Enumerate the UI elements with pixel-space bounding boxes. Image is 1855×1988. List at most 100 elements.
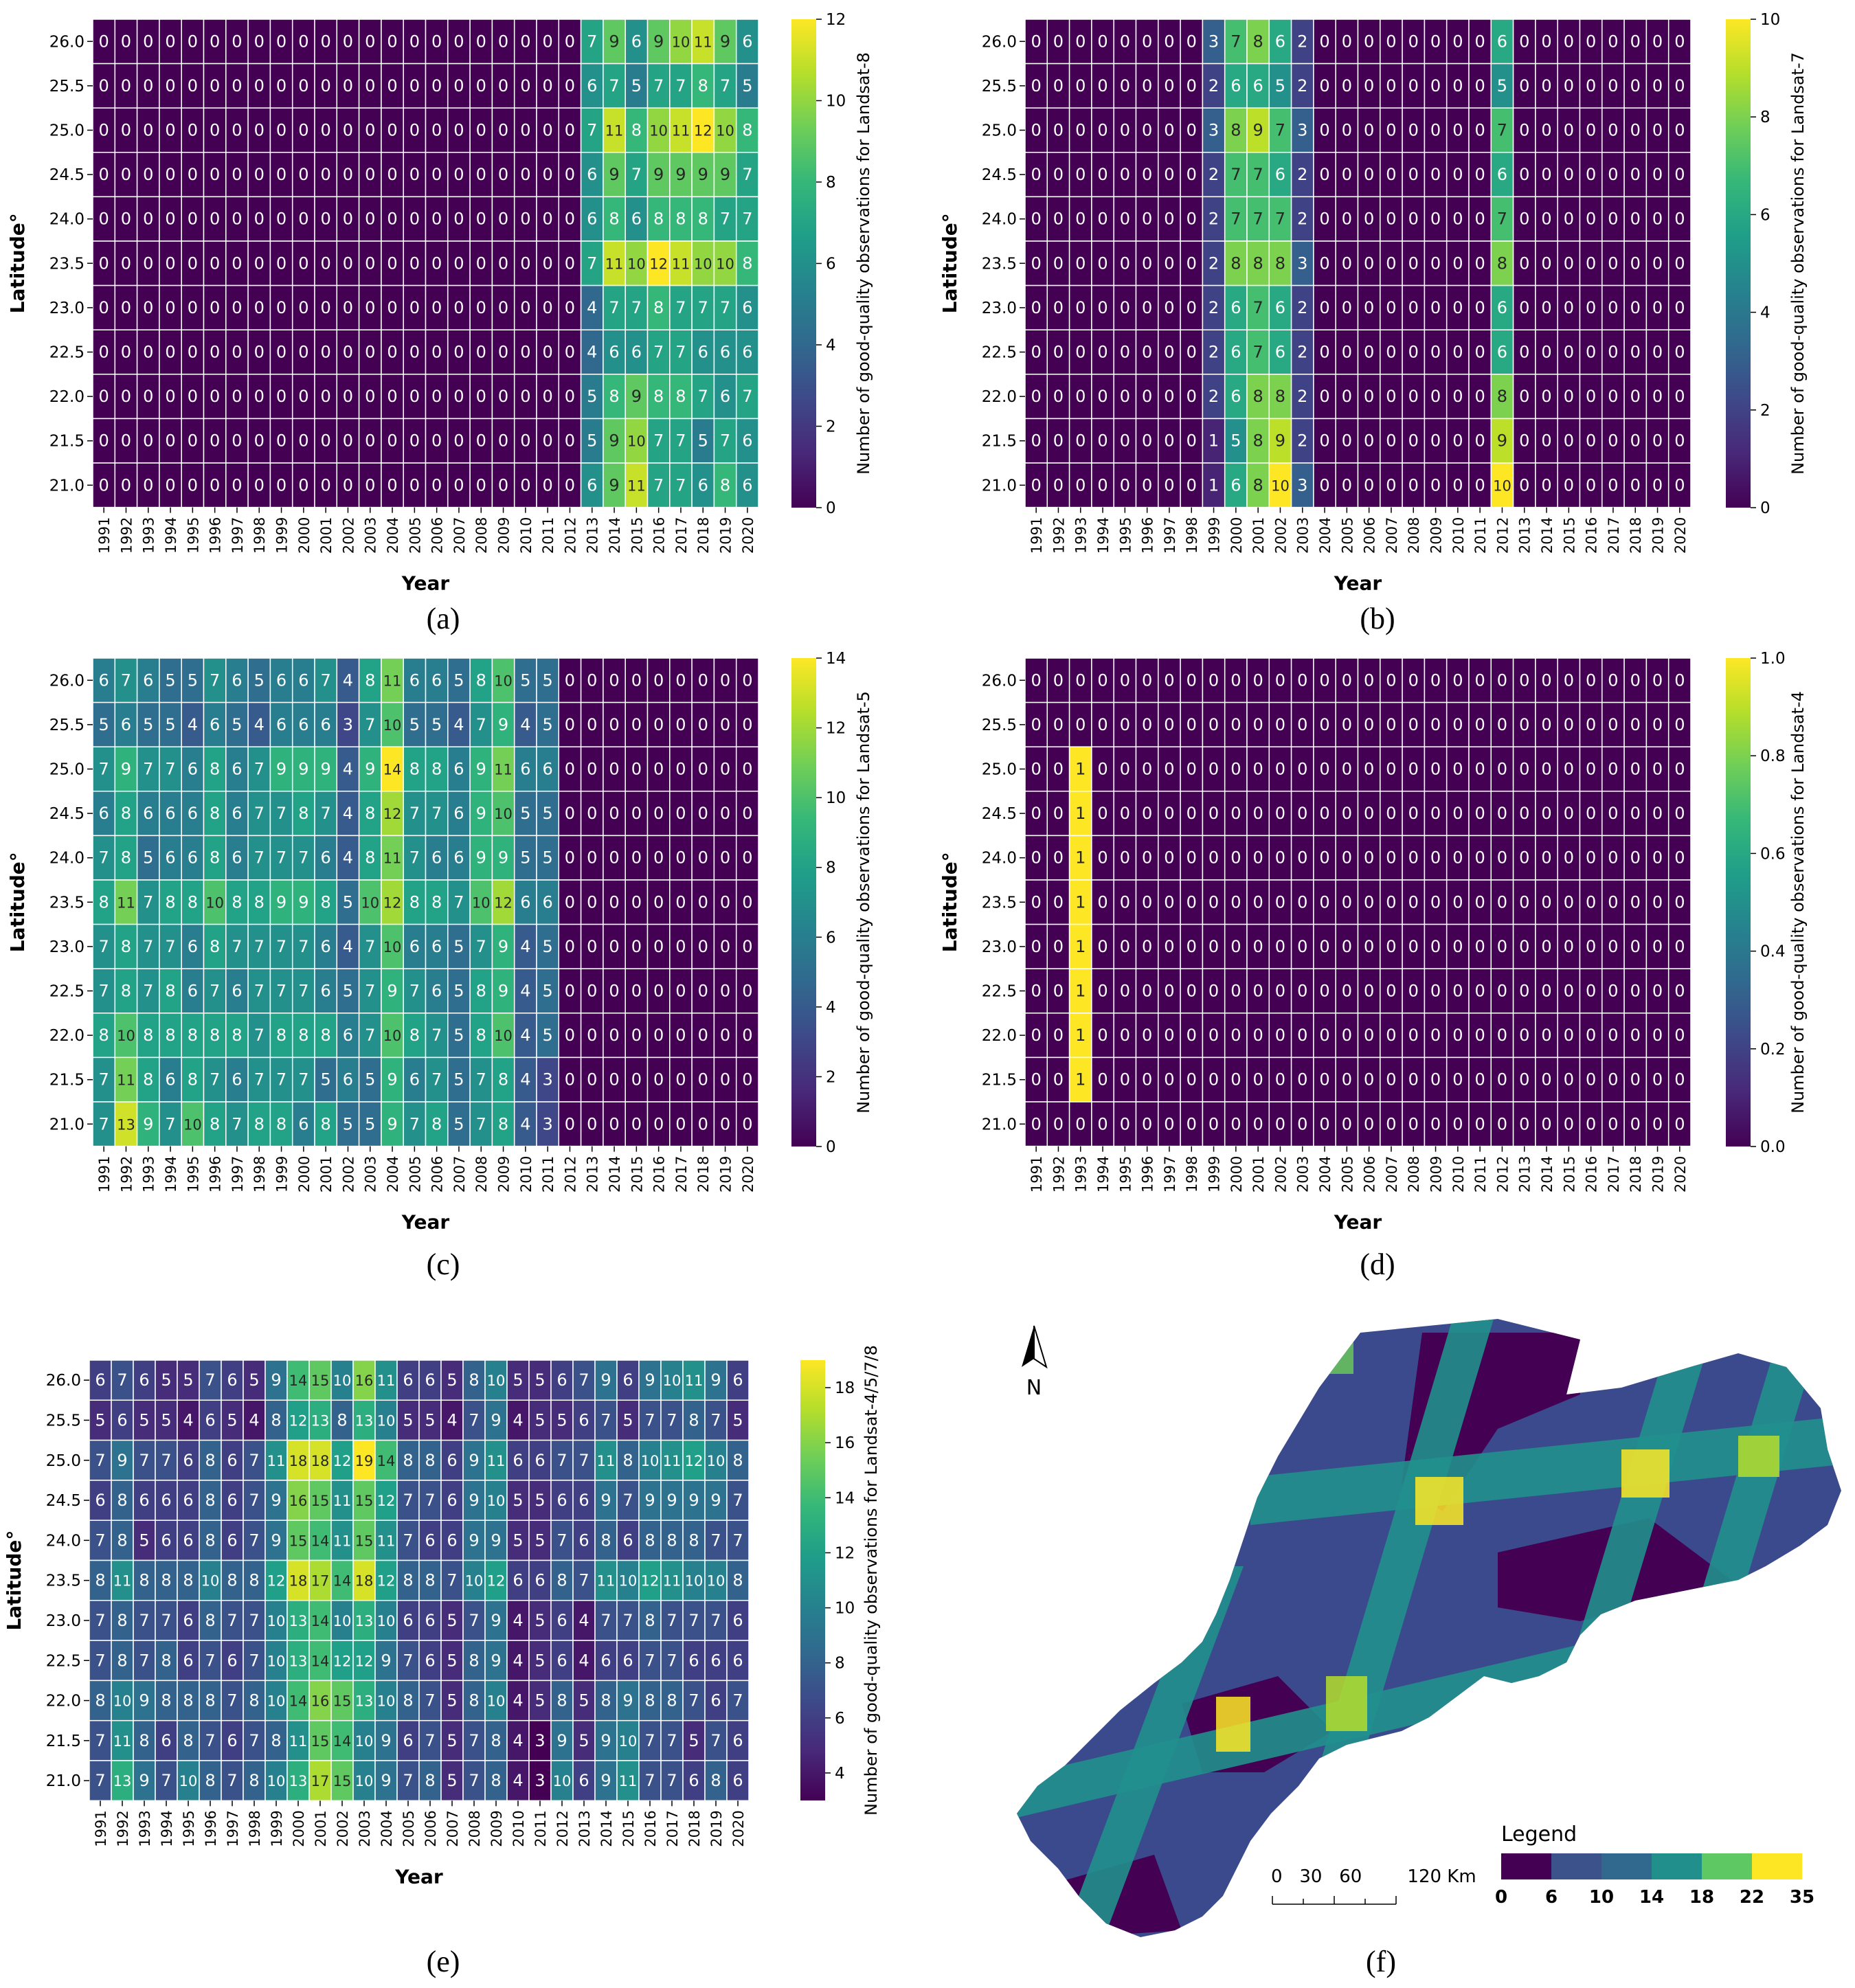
cell-value-label: 0: [520, 387, 530, 406]
cell-value-label: 0: [1164, 121, 1174, 140]
heatmap-cell: [1402, 923, 1426, 969]
x-tick-label: 2010: [1450, 1156, 1467, 1193]
cell-value-label: 11: [597, 1573, 616, 1590]
heatmap-cell: [1468, 462, 1492, 508]
heatmap-cell: [704, 1760, 728, 1802]
cell-value-label: 0: [1564, 715, 1574, 734]
cell-value-label: 17: [311, 1773, 330, 1789]
cell-value-label: 7: [276, 1070, 286, 1089]
heatmap-cell: [243, 1640, 266, 1682]
cell-value-label: 2: [1208, 76, 1219, 95]
cell-value-label: 0: [520, 253, 530, 273]
cell-value-label: 7: [698, 387, 708, 406]
heatmap-c: 6 7 6 5 5 7 6 5 6 6 7 4 8 11 6 6 5 8 10 5 5 0 0 0 0 0 0 0 0 05 6 5 5 4 6 5 4…: [6, 650, 873, 1234]
cell-value-label: 0: [1630, 937, 1641, 956]
cell-value-label: 0: [1608, 387, 1618, 406]
cell-value-label: 12: [333, 1653, 352, 1669]
cell-value-label: 6: [1253, 76, 1263, 95]
cell-value-label: 0: [1075, 343, 1086, 362]
x-tick-label: 1996: [1140, 1156, 1156, 1193]
cell-value-label: 6: [298, 1114, 308, 1133]
cell-value-label: 0: [254, 253, 265, 273]
cell-value-label: 9: [600, 1771, 611, 1790]
heatmap-cell: [647, 240, 671, 286]
heatmap-cell: [1468, 835, 1492, 881]
cell-value-label: 0: [653, 1070, 664, 1089]
cell-value-label: 5: [447, 1651, 457, 1670]
cell-value-label: 0: [742, 804, 752, 823]
cell-value-label: 0: [476, 387, 486, 406]
heatmap-cell: [440, 1439, 464, 1481]
cell-value-label: 0: [498, 298, 508, 317]
cell-value-label: 7: [578, 1571, 589, 1590]
cell-value-label: 0: [1564, 892, 1574, 912]
heatmap-cell: [469, 63, 493, 109]
heatmap-cell: [352, 1480, 376, 1521]
cell-value-label: 7: [469, 1611, 479, 1630]
cell-value-label: 0: [1519, 848, 1529, 868]
cell-value-label: 0: [1297, 715, 1307, 734]
heatmap-cell: [462, 1680, 486, 1721]
cell-value-label: 0: [1519, 937, 1529, 956]
cell-value-label: 0: [675, 804, 686, 823]
colorbar-tick-label: 12: [835, 1544, 855, 1562]
cell-value-label: 6: [622, 1530, 633, 1550]
cell-value-label: 0: [1275, 1026, 1285, 1045]
x-tick-label: 2009: [1428, 1156, 1445, 1193]
cell-value-label: 0: [1142, 982, 1152, 1001]
cell-value-label: 8: [121, 982, 131, 1001]
cell-value-label: 0: [1475, 760, 1485, 779]
heatmap-cell: [1535, 746, 1558, 792]
cell-value-label: 7: [210, 982, 220, 1001]
cell-value-label: 0: [565, 343, 575, 362]
cell-value-label: 9: [609, 165, 619, 184]
cell-value-label: 0: [1408, 343, 1419, 362]
heatmap-cell: [647, 1013, 671, 1059]
cell-value-label: 8: [161, 1571, 171, 1590]
cell-value-label: 0: [1319, 892, 1329, 912]
heatmap-cell: [1446, 196, 1470, 242]
cell-value-label: 0: [565, 210, 575, 229]
heatmap-cell: [558, 462, 582, 508]
cell-value-label: 0: [1519, 804, 1529, 823]
cell-value-label: 11: [597, 1453, 616, 1469]
heatmap-cell: [513, 835, 537, 881]
y-tick-label: 23.5: [982, 894, 1017, 912]
cell-value-label: 0: [1187, 475, 1197, 495]
cell-value-label: 0: [1031, 982, 1042, 1001]
cell-value-label: 0: [1652, 343, 1663, 362]
cell-value-label: 0: [1386, 32, 1396, 51]
cell-value-label: 8: [276, 1114, 286, 1133]
cell-value-label: 0: [1452, 1070, 1463, 1089]
heatmap-cell: [682, 1399, 706, 1441]
heatmap-cell: [1224, 879, 1248, 925]
cell-value-label: 6: [403, 1370, 413, 1390]
heatmap-cell: [572, 1719, 596, 1761]
cell-value-label: 0: [498, 121, 508, 140]
cell-value-label: 7: [675, 76, 686, 95]
heatmap-cell: [682, 1760, 706, 1802]
heatmap-cell: [381, 284, 404, 330]
cell-value-label: 7: [742, 387, 752, 406]
cell-value-label: 0: [1586, 1070, 1596, 1089]
cell-value-label: 0: [431, 475, 442, 495]
map-legend-swatch: [1601, 1853, 1652, 1879]
cell-value-label: 18: [355, 1573, 374, 1590]
heatmap-cell: [1490, 19, 1514, 65]
heatmap-cell: [704, 1640, 728, 1682]
heatmap-cell: [1446, 329, 1470, 375]
heatmap-cell: [1158, 284, 1181, 330]
cell-value-label: 0: [365, 32, 375, 51]
heatmap-cell: [594, 1640, 618, 1682]
cell-value-label: 0: [1564, 210, 1574, 229]
cell-value-label: 11: [117, 1072, 135, 1089]
cell-value-label: 9: [139, 1691, 149, 1710]
heatmap-cell: [1645, 701, 1670, 747]
heatmap-cell: [336, 791, 360, 837]
map-hotspot: [1326, 1676, 1367, 1731]
cell-value-label: 9: [387, 982, 397, 1001]
heatmap-cell: [1667, 329, 1691, 375]
cell-value-label: 0: [1208, 715, 1219, 734]
heatmap-cell: [396, 1760, 420, 1802]
cell-value-label: 16: [289, 1493, 308, 1509]
